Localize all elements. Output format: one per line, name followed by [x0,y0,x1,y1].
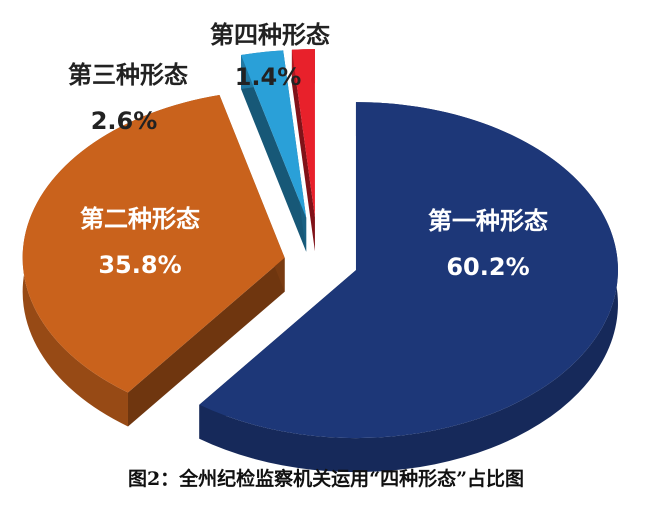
slice-category: 第三种形态 [68,61,188,89]
slice-value: 60.2% [446,253,529,281]
pie-slice [199,102,618,439]
pie-slice [291,49,315,218]
pie-slice [22,95,285,393]
pie-tops [22,49,618,439]
slice-side [199,102,618,473]
slice-value: 1.4% [235,63,302,91]
pie-slice [241,50,307,218]
slice-category: 第一种形态 [428,207,548,235]
slice-face [241,55,307,252]
slice-value: 35.8% [98,251,181,279]
slice-value: 2.6% [91,107,158,135]
slice-category: 第四种形态 [210,21,330,49]
slice-category: 第二种形态 [80,205,200,233]
chart-title: 图2：全州纪检监察机关运用“四种形态”占比图 [128,467,524,490]
labels: 第一种形态 60.2% 第二种形态 35.8% 第三种形态 2.6% 第四种形态 1.4% [68,21,548,281]
slice-face [127,257,285,427]
slice-face [291,49,315,252]
